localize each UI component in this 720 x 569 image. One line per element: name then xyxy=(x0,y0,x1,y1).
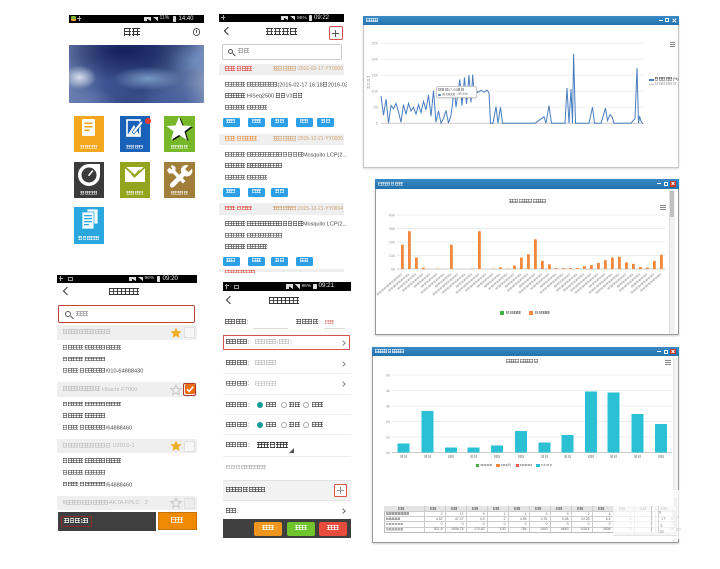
svg-text:1k: 1k xyxy=(386,435,390,440)
svg-text:150: 150 xyxy=(371,73,378,78)
svg-text:2k: 2k xyxy=(386,419,390,424)
svg-text:3k: 3k xyxy=(386,404,390,409)
svg-text:50: 50 xyxy=(374,105,379,110)
svg-text:250: 250 xyxy=(371,41,378,46)
svg-text:0k: 0k xyxy=(391,267,395,272)
svg-text:100: 100 xyxy=(371,89,378,94)
svg-text:0k: 0k xyxy=(386,450,390,455)
svg-text:0: 0 xyxy=(376,121,379,126)
svg-text:5k: 5k xyxy=(386,373,390,378)
svg-text:200: 200 xyxy=(371,57,378,62)
svg-text:30k: 30k xyxy=(389,226,395,231)
svg-text:40k: 40k xyxy=(389,213,395,218)
svg-text:4k: 4k xyxy=(386,388,390,393)
svg-text:20k: 20k xyxy=(389,240,395,245)
svg-text:10k: 10k xyxy=(389,253,395,258)
